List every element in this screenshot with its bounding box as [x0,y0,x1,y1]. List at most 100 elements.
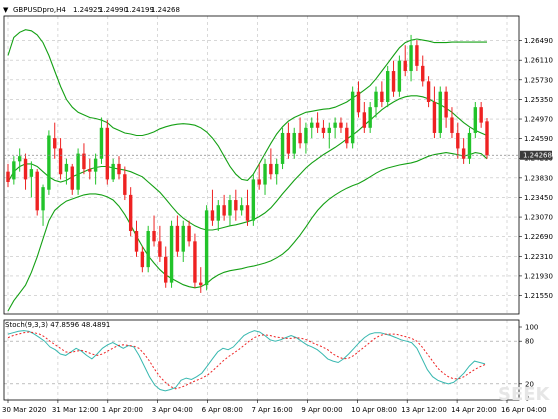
candle-body [193,241,197,283]
candle-body [47,135,51,190]
candle-body [134,231,139,252]
candle-body [485,121,489,156]
bollinger-lower [7,152,488,312]
candle-body [105,127,110,180]
candle-body [82,153,86,170]
candle-body [456,132,460,149]
stoch-axis: 100 80 20 0 [519,324,538,403]
candle-body [29,169,34,177]
candle-body [12,161,16,180]
candle-body [444,91,448,118]
candle-body [204,210,209,286]
candle-body [152,231,156,242]
price-tick-label: 1.23070 [524,214,553,222]
candle-body [345,127,349,144]
candle-body [88,169,92,172]
candle-body [339,122,343,128]
candle-body [304,127,308,144]
time-tick-label: 31 Mar 12:00 [52,406,99,414]
candle-body [333,122,337,128]
candle-body [111,163,115,180]
stoch-tick-label: 100 [525,324,538,332]
price-tick-label: 1.22310 [524,253,553,261]
candle-body [473,107,478,133]
candle-body [93,158,98,172]
candle-body [99,127,104,159]
time-tick-label: 9 Apr 00:00 [301,406,342,414]
header-high: 1.24990 [99,6,128,14]
time-tick-label: 14 Apr 20:00 [451,406,497,414]
candle-body [175,225,180,252]
candle-body [239,205,244,211]
candle-body [53,138,57,149]
candle-body [76,153,80,190]
price-pane-frame [3,15,520,315]
stoch-tick-label: 0 [525,395,529,403]
price-tick-label: 1.26490 [524,37,553,45]
candle-body [169,225,174,283]
price-tick-label: 1.24970 [524,116,553,124]
price-tick-label: 1.25730 [524,76,553,84]
time-tick-label: 7 Apr 16:00 [252,406,293,414]
candle-body [286,132,291,154]
candle-body [228,200,232,216]
bollinger-upper [7,29,487,181]
stoch-signal-line [7,331,486,390]
candle-body [432,101,437,133]
candle-body [380,91,384,102]
candle-body [6,171,10,182]
candle-body [187,225,191,242]
candle-body [356,91,361,113]
stochastic-pane [4,330,519,392]
candle-body [35,171,39,211]
price-tick-label: 1.23450 [524,194,553,202]
price-tick-label: 1.21930 [524,272,553,280]
candle-body [426,81,431,102]
candle-body [245,205,250,221]
current-price-tag-bg [520,150,552,160]
candle-body [368,107,372,128]
pane-frames [3,15,520,401]
price-tick-label: 1.23830 [524,174,553,182]
price-tick-label: 1.25350 [524,96,553,104]
time-axis: 30 Mar 2020 31 Mar 12:00 1 Apr 20:00 3 Apr … [2,400,547,414]
price-tick-label: 1.26110 [524,57,553,65]
candle-body [257,179,261,185]
header-open: 1.24925 [73,6,102,14]
price-tick-label: 1.24590 [524,135,553,143]
time-tick-label: 3 Apr 04:00 [152,406,193,414]
header-arrow: ▼ [3,6,9,14]
candle-body [146,231,150,268]
candle-body [385,71,390,102]
candle-body [210,210,215,221]
candle-body [362,112,367,128]
candle-body [403,60,407,72]
candle-body [64,163,69,172]
candle-body [128,194,133,232]
candle-body [315,122,320,128]
candle-body [181,225,185,252]
candle-body [158,241,162,257]
candle-body [397,60,402,92]
candle-body [251,179,256,221]
candle-body [123,174,127,195]
candle-body [415,45,419,66]
candle-body [350,91,355,144]
current-price-label: 1.24268 [523,152,552,160]
candle-body [269,163,273,175]
candle-body [280,132,285,164]
price-tick-label: 1.21550 [524,292,553,300]
candle-body [374,91,378,108]
time-tick-label: 13 Apr 12:00 [401,406,447,414]
candle-body [263,163,267,185]
stoch-main-line [7,330,486,392]
candle-body [409,45,413,72]
time-tick-label: 1 Apr 20:00 [102,406,143,414]
candle-body [310,122,314,128]
candle-body [140,251,145,268]
candle-body [450,117,454,133]
candle-body [41,187,45,211]
candle-body [467,132,472,159]
candle-body [292,132,296,154]
